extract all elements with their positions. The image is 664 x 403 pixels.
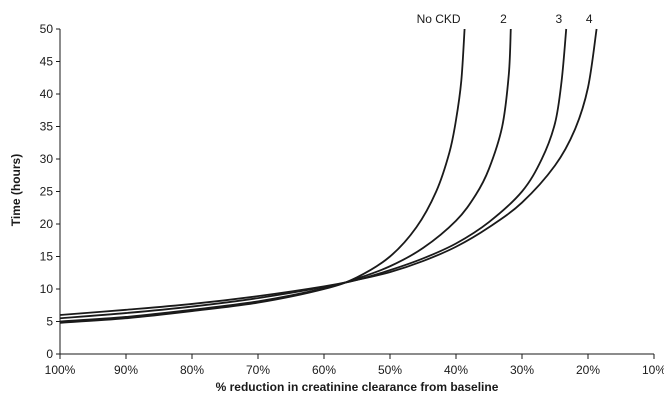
y-tick-label: 35: [40, 120, 54, 134]
series-line-1: [59, 28, 512, 323]
y-tick-label: 45: [40, 55, 54, 69]
x-tick-label: 30%: [510, 363, 534, 377]
series-group: [59, 28, 598, 324]
y-tick-label: 15: [40, 250, 54, 264]
x-tick-label: 100%: [45, 363, 76, 377]
y-tick-label: 5: [46, 315, 53, 329]
x-axis-title: % reduction in creatinine clearance from…: [216, 380, 499, 394]
series-line-2: [59, 28, 568, 320]
x-tick-label: 20%: [576, 363, 600, 377]
series-line-0: [59, 28, 466, 324]
y-tick-label: 30: [40, 152, 54, 166]
series-label-1: 2: [500, 12, 507, 26]
y-tick-label: 40: [40, 87, 54, 101]
series-label-3: 4: [586, 12, 593, 26]
y-tick-label: 10: [40, 282, 54, 296]
y-tick-label: 50: [40, 22, 54, 36]
x-tick-label: 80%: [180, 363, 204, 377]
y-tick-label: 0: [46, 347, 53, 361]
y-tick-label: 25: [40, 185, 54, 199]
y-axis-title: Time (hours): [9, 154, 23, 226]
series-label-2: 3: [556, 12, 563, 26]
series-label-0: No CKD: [417, 12, 461, 26]
y-tick-label: 20: [40, 217, 54, 231]
x-tick-label: 40%: [444, 363, 468, 377]
x-tick-label: 10%: [642, 363, 664, 377]
series-line-3: [59, 28, 598, 316]
x-tick-label: 60%: [312, 363, 336, 377]
x-tick-label: 90%: [114, 363, 138, 377]
labels-group: No CKD 2 3 4: [417, 12, 593, 26]
axes: 0 5 10 15 20 25 30 35 40 45 50 100% 90% 80% 70% 60% 50% 4…: [40, 22, 664, 377]
x-tick-label: 50%: [378, 363, 402, 377]
x-tick-label: 70%: [246, 363, 270, 377]
